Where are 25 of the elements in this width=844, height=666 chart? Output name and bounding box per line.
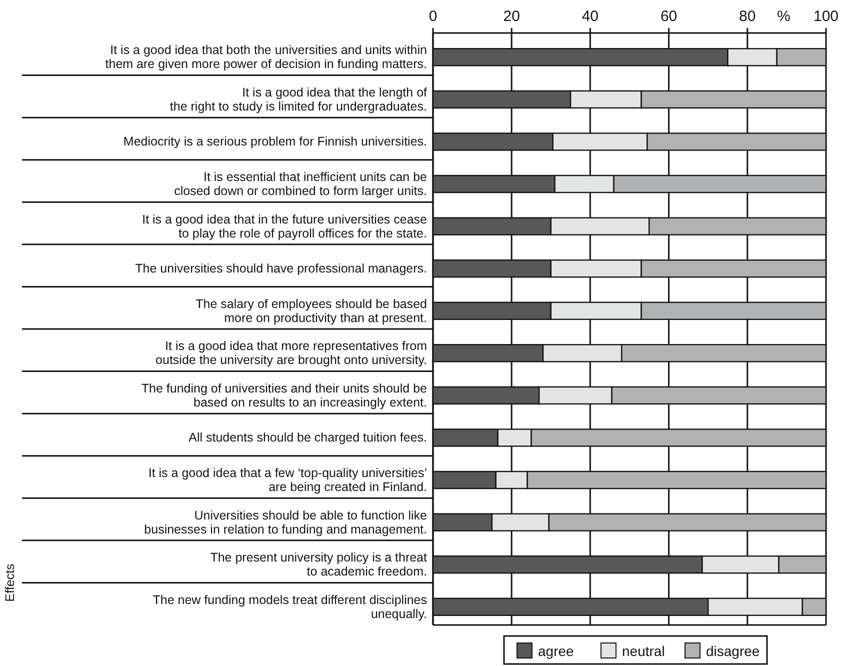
y-tick-label: All students should be charged tuition fees. bbox=[188, 430, 427, 445]
y-tick-label: The new funding models treat different disciplines unequally. bbox=[152, 592, 427, 621]
y-tick-label: It is a good idea that more representatives from outside the university are brought onto university. bbox=[156, 339, 427, 368]
y-tick-label: Mediocrity is a serious problem for Finnish universities. bbox=[123, 134, 427, 149]
y-tick-label: The universities should have professional managers. bbox=[135, 262, 427, 276]
y-tick-label: It is a good idea that both the universities and units within them are given more power of decision in funding matters. bbox=[105, 43, 428, 72]
x-tick-label: 40 bbox=[582, 8, 599, 25]
legend-label: neutral bbox=[622, 643, 665, 659]
legend-label: agree bbox=[538, 643, 574, 659]
x-tick-label: 20 bbox=[503, 8, 520, 25]
y-tick-label: Universities should be able to function like businesses in relation to funding and management. bbox=[144, 508, 428, 536]
x-tick-label: 0 bbox=[428, 8, 438, 25]
x-tick-label: 80 bbox=[739, 8, 756, 25]
y-tick-label: The salary of employees should be based more on productivity than at present. bbox=[196, 296, 428, 325]
legend-label: disagree bbox=[706, 643, 760, 659]
text: Effects bbox=[3, 564, 17, 602]
y-tick-label: It is a good idea that in the future universities cease to play the role of payroll offices for the state. bbox=[142, 212, 428, 240]
y-tick-label: It is essential that inefficient units can be closed down or combined to form larger units. bbox=[174, 170, 428, 198]
y-tick-label: The present university policy is a threat to academic freedom. bbox=[210, 550, 428, 579]
x-axis-title: % bbox=[777, 8, 790, 25]
y-tick-label: It is a good idea that a few ‘top-quality universities’ are being created in Finland. bbox=[148, 466, 427, 494]
y-tick-label: The funding of universities and their units should be based on results to an increasingly extent. bbox=[141, 381, 428, 410]
x-tick-label: 100 bbox=[813, 8, 839, 25]
x-tick-label: 60 bbox=[660, 8, 678, 25]
y-tick-label: It is a good idea that the length of the right to study is limited for undergraduates. bbox=[170, 85, 428, 114]
